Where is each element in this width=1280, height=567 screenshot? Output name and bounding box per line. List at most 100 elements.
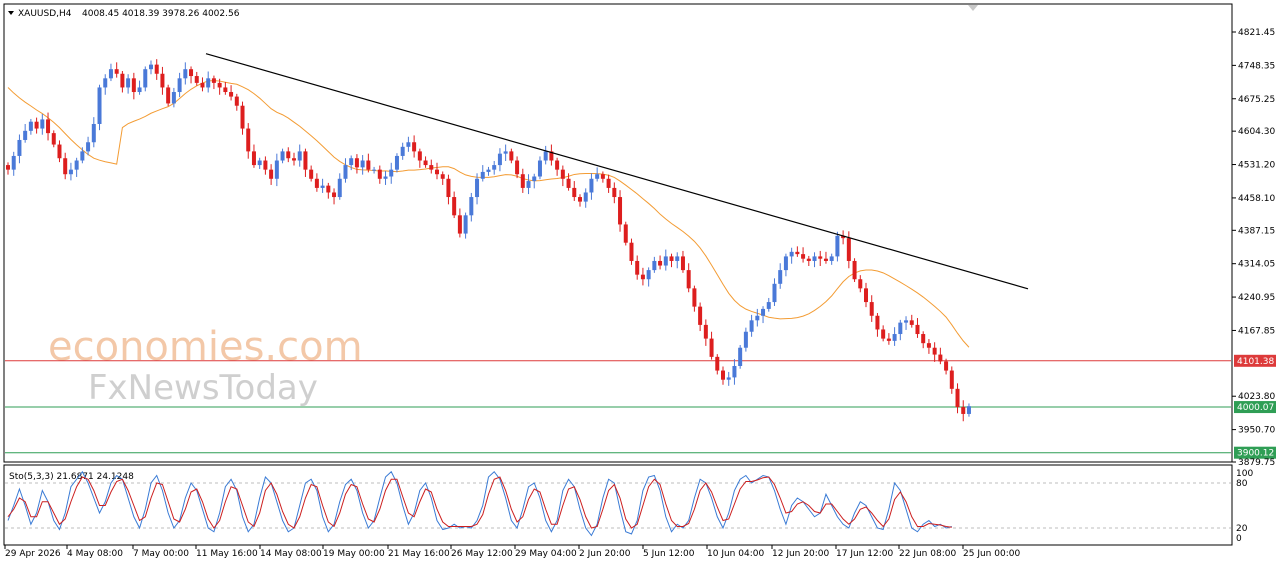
candle — [206, 71, 211, 93]
candle — [126, 74, 131, 94]
candle — [423, 156, 428, 168]
horizontal-levels[interactable]: 4101.38 4000.07 3900.12 — [5, 354, 1276, 459]
candle — [17, 134, 22, 164]
candle — [337, 173, 342, 200]
price-axis: 4821.45 4748.35 4675.25 4604.30 4531.20 4458.… — [1232, 28, 1275, 468]
candle — [303, 148, 308, 177]
candle — [818, 250, 823, 266]
candle — [509, 148, 514, 164]
triangle-down-icon[interactable] — [8, 11, 14, 15]
candle — [68, 162, 73, 181]
price-level-tag: 3900.12 — [1234, 446, 1276, 459]
time-tick-label: 19 May 00:00 — [323, 549, 385, 559]
candle — [783, 253, 788, 277]
time-tick-label: 12 Jun 20:00 — [772, 549, 829, 559]
time-tick-label: 26 May 12:00 — [451, 549, 513, 559]
candle — [915, 318, 920, 338]
candle — [812, 252, 817, 268]
candle — [841, 230, 846, 245]
candle — [240, 101, 245, 135]
candle — [761, 306, 766, 324]
price-tick-label: 4023.80 — [1238, 392, 1275, 402]
candle — [429, 159, 434, 174]
ohlc-values: 4008.45 4018.39 3978.26 4002.56 — [82, 9, 240, 19]
candle — [189, 66, 194, 84]
price-tick-label: 4604.30 — [1238, 127, 1275, 137]
candle — [703, 319, 708, 346]
candle — [572, 181, 577, 201]
candle — [246, 123, 251, 159]
candle — [938, 347, 943, 365]
time-axis: 29 Apr 2026 4 May 08:00 7 May 00:00 11 May … — [4, 545, 1020, 559]
candle — [726, 371, 731, 386]
candle — [480, 165, 485, 182]
candle — [881, 325, 886, 342]
candle — [909, 314, 914, 328]
time-tick-label: 29 May 04:00 — [515, 549, 577, 559]
candle — [829, 253, 834, 265]
candle — [629, 238, 634, 265]
price-tick-label: 3950.70 — [1238, 426, 1275, 436]
candle — [469, 192, 474, 222]
candle — [251, 144, 256, 168]
time-tick-label: 4 May 08:00 — [67, 549, 123, 559]
candle — [823, 251, 828, 264]
chart-shift-marker-icon[interactable] — [968, 5, 978, 11]
stoch-main-line — [7, 470, 952, 537]
candle — [892, 327, 897, 346]
candle — [898, 319, 903, 341]
candle — [120, 71, 125, 93]
time-tick-label: 2 Jun 20:00 — [579, 549, 631, 559]
candle — [663, 249, 668, 271]
candle — [97, 84, 102, 131]
stochastic-label: Sto(5,3,3) 21.6871 24.1248 — [9, 472, 134, 482]
candles — [6, 59, 971, 422]
ma-line — [7, 80, 970, 348]
candle — [80, 147, 85, 164]
candle — [926, 339, 931, 354]
price-tick-label: 4748.35 — [1238, 61, 1275, 71]
watermark-fxnewstoday: FxNewsToday — [88, 368, 318, 408]
candle — [6, 162, 10, 175]
price-tick-label: 4821.45 — [1238, 28, 1275, 38]
candle — [200, 77, 205, 92]
stoch-level-0: 0 — [1236, 534, 1242, 544]
candle — [274, 153, 279, 187]
candle — [543, 145, 548, 165]
candle — [766, 297, 771, 312]
candle — [309, 165, 314, 182]
time-tick-label: 14 May 08:00 — [260, 549, 322, 559]
candle — [875, 313, 880, 337]
candle — [297, 144, 302, 167]
candle — [457, 208, 462, 238]
candle — [63, 152, 68, 180]
candle — [389, 162, 394, 184]
candle — [452, 191, 457, 219]
candle — [234, 93, 239, 111]
watermark-economies: economies.com — [48, 324, 363, 370]
candle — [961, 400, 966, 422]
candle — [360, 155, 365, 175]
candle — [709, 331, 714, 360]
candle — [595, 167, 600, 182]
stoch-level-80: 80 — [1236, 479, 1248, 489]
trendline[interactable] — [205, 53, 1029, 290]
candle — [652, 256, 657, 273]
candle — [612, 182, 617, 204]
candle — [515, 156, 520, 179]
candle — [269, 164, 274, 185]
stochastic-lines — [7, 470, 952, 537]
stoch-level-100: 100 — [1236, 469, 1253, 479]
candle — [698, 302, 703, 332]
candle — [263, 156, 268, 175]
candle — [103, 74, 108, 95]
candle — [578, 194, 582, 207]
candle — [114, 62, 119, 78]
candle — [463, 212, 468, 239]
candle — [377, 165, 382, 184]
candle — [589, 173, 594, 200]
candle — [229, 85, 234, 101]
candle — [715, 354, 720, 375]
candle — [314, 173, 319, 192]
